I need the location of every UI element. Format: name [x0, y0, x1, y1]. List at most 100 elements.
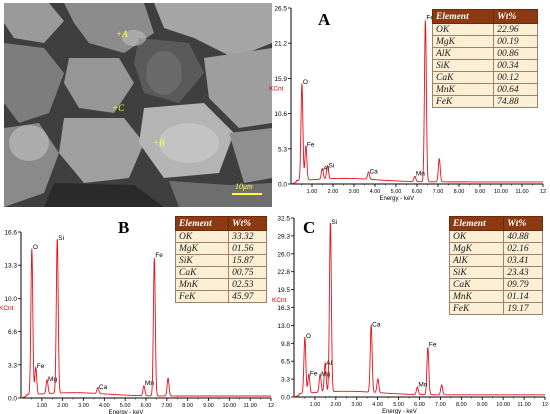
- table-b-row: OK 33.32: [174, 230, 267, 243]
- x-axis-label: Energy - keV: [379, 196, 414, 202]
- x-tick-label: 1.00: [307, 189, 318, 195]
- x-tick-label: 5.00: [391, 189, 402, 195]
- peak-label: Fe: [429, 342, 437, 349]
- peak-label: Ca: [369, 169, 378, 176]
- y-tick-label: 3.3: [281, 377, 290, 384]
- x-tick-label: 6.00: [414, 402, 425, 408]
- table-a-row: MnK 00.64: [431, 83, 538, 96]
- wt-cell: 02.53: [228, 278, 267, 291]
- wt-cell: 09.79: [503, 278, 543, 291]
- y-tick-label: 6.6: [8, 329, 17, 336]
- table-c-row: OK 40.88: [448, 230, 543, 243]
- peak-label: Mn: [418, 381, 427, 388]
- element-cell: FeK: [448, 302, 505, 315]
- x-tick-label: 1.00: [310, 402, 321, 408]
- peak-label: Fe: [307, 141, 315, 148]
- y-tick-label: 10.0: [4, 296, 17, 303]
- peak-label: Mg: [321, 371, 330, 378]
- spectrum-a: 0.0 5.3 10.6 15.9 21.2 26.5 KCnt 1.00 2.00 3.00 4.…: [269, 0, 550, 207]
- wt-cell: 02.16: [503, 242, 543, 255]
- wt-cell: 45.97: [228, 290, 267, 303]
- peak-label: Ca: [372, 321, 381, 328]
- y-axis-label: KCnt: [0, 305, 14, 312]
- peak-label: Mn: [416, 171, 425, 178]
- x-tick-label: 2.00: [330, 402, 341, 408]
- table-a-row: CaK 00.12: [431, 71, 538, 84]
- scale-bar: [232, 193, 262, 195]
- sem-texture: [4, 3, 272, 207]
- wt-cell: 00.34: [493, 59, 538, 72]
- table-c-row: FeK 19.17: [448, 302, 543, 315]
- wt-cell: 00.12: [493, 71, 538, 84]
- wt-cell: 00.19: [493, 35, 538, 48]
- table-a-row: MgK 00.19: [431, 35, 538, 48]
- x-tick-label: 2.00: [328, 189, 339, 195]
- table-b-row: MnK 02.53: [174, 278, 267, 291]
- wt-cell: 01.14: [503, 290, 543, 303]
- table-b-header-element: Element: [174, 216, 230, 231]
- x-tick-label: 1.00: [36, 403, 47, 409]
- x-tick-label: 8.00: [454, 189, 465, 195]
- wt-cell: 19.17: [503, 302, 543, 315]
- y-tick-label: 22.8: [277, 269, 290, 276]
- table-b-row: CaK 00.75: [174, 266, 267, 279]
- x-tick-label: 9.00: [475, 189, 486, 195]
- peak-label: Al: [323, 165, 329, 172]
- y-tick-label: 15.9: [274, 76, 287, 83]
- wt-cell: 22.96: [493, 23, 538, 36]
- table-c-row: SiK 23.43: [448, 266, 543, 279]
- y-tick-label: 21.2: [274, 41, 287, 48]
- peak-label: Fe: [37, 363, 45, 370]
- table-c-row: AlK 03.41: [448, 254, 543, 267]
- y-tick-label: 0.0: [281, 395, 290, 402]
- table-c-row: MnK 01.14: [448, 290, 543, 303]
- x-tick-label: 12: [540, 189, 546, 195]
- y-axis-label: KCnt: [272, 297, 287, 304]
- y-tick-label: 26.0: [277, 251, 290, 258]
- x-tick-label: 3.00: [349, 189, 360, 195]
- y-tick-label: 3.3: [8, 362, 17, 369]
- table-c-row: MgK 02.16: [448, 242, 543, 255]
- element-cell: CaK: [448, 278, 505, 291]
- x-tick-label: 10.00: [494, 189, 508, 195]
- x-tick-label: 9.00: [203, 403, 214, 409]
- wt-cell: 33.32: [228, 230, 267, 243]
- y-tick-label: 6.5: [281, 359, 290, 366]
- x-tick-label: 3.00: [78, 403, 89, 409]
- y-tick-label: 16.3: [277, 305, 290, 312]
- y-tick-label: 19.5: [277, 287, 290, 294]
- table-a-row: AlK 00.86: [431, 47, 538, 60]
- table-a-row: SiK 00.34: [431, 59, 538, 72]
- element-cell: CaK: [431, 71, 495, 84]
- table-a-header-element: Element: [431, 9, 495, 24]
- element-cell: OK: [174, 230, 230, 243]
- table-a-header-wt: Wt%: [493, 9, 538, 24]
- y-tick-label: 29.3: [277, 233, 290, 240]
- spectrum-b: 0.0 3.3 6.6 10.0 13.3 16.6 KCnt 1.00 2.00 3.00 4.0…: [0, 207, 275, 414]
- element-cell: SiK: [431, 59, 495, 72]
- x-tick-label: 10.00: [222, 403, 236, 409]
- x-tick-label: 5.00: [120, 403, 131, 409]
- x-tick-label: 5.00: [393, 402, 404, 408]
- spectrum-trace: [293, 222, 545, 398]
- element-cell: FeK: [174, 290, 230, 303]
- table-b-row: SiK 15.87: [174, 254, 267, 267]
- spectrum-b-plot: 0.0 3.3 6.6 10.0 13.3 16.6 KCnt 1.00 2.00 3.00 4.0…: [0, 230, 274, 414]
- x-tick-label: 11.00: [243, 403, 256, 409]
- x-tick-label: 4.00: [370, 189, 381, 195]
- peak-label: O: [33, 244, 38, 251]
- x-tick-label: 11.00: [517, 402, 530, 408]
- element-cell: FeK: [431, 95, 495, 108]
- element-cell: SiK: [174, 254, 230, 267]
- peak-label: Si: [329, 163, 335, 170]
- y-tick-label: 16.6: [4, 230, 17, 237]
- spectrum-c: 0.0 3.3 6.5 9.8 13.0 16.3 19.5 22.8 26.0 29.3 32.5…: [272, 207, 550, 414]
- peak-label: O: [306, 333, 311, 340]
- element-cell: MnK: [448, 290, 505, 303]
- element-cell: MgK: [174, 242, 230, 255]
- x-tick-label: 12: [268, 403, 274, 409]
- y-tick-label: 13.0: [277, 323, 290, 330]
- x-tick-label: 7.00: [433, 189, 444, 195]
- y-axis-label: KCnt: [269, 86, 284, 93]
- x-tick-label: 12: [542, 402, 548, 408]
